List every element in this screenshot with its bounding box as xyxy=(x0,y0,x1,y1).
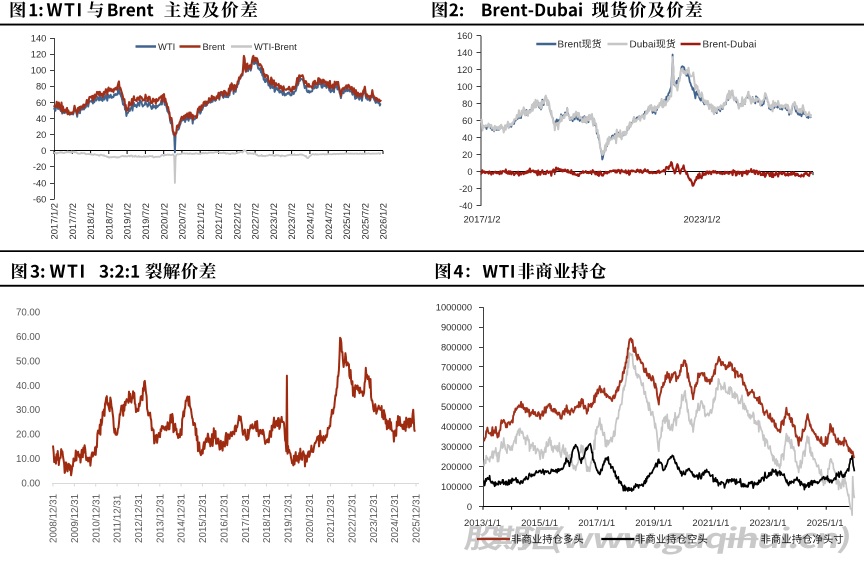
svg-text:50.00: 50.00 xyxy=(16,356,41,367)
svg-text:2008/12/31: 2008/12/31 xyxy=(49,494,60,543)
svg-text:100: 100 xyxy=(31,66,47,76)
svg-text:10.00: 10.00 xyxy=(16,454,41,465)
svg-text:1000000: 1000000 xyxy=(436,303,472,313)
svg-text:2017/1/1: 2017/1/1 xyxy=(578,518,615,529)
svg-text:2019/12/31: 2019/12/31 xyxy=(284,494,295,543)
svg-text:-20: -20 xyxy=(459,184,472,194)
svg-text:2024/7/2: 2024/7/2 xyxy=(323,203,334,240)
svg-text:2017/7/2: 2017/7/2 xyxy=(67,203,78,240)
svg-text:2010/12/31: 2010/12/31 xyxy=(91,494,102,543)
svg-text:900000: 900000 xyxy=(441,322,472,332)
svg-text:2023/12/31: 2023/12/31 xyxy=(369,494,380,543)
svg-text:2011/12/31: 2011/12/31 xyxy=(113,495,124,543)
svg-text:2022/12/31: 2022/12/31 xyxy=(348,494,359,543)
svg-text:2017/12/31: 2017/12/31 xyxy=(241,494,252,543)
svg-text:WTI-Brent: WTI-Brent xyxy=(254,41,297,52)
svg-text:2017/1/2: 2017/1/2 xyxy=(49,203,60,240)
svg-text:0.00: 0.00 xyxy=(21,478,40,489)
svg-text:2023/7/2: 2023/7/2 xyxy=(286,203,297,240)
svg-text:2020/1/2: 2020/1/2 xyxy=(158,203,169,240)
svg-text:-40: -40 xyxy=(33,178,46,188)
svg-text:2024/12/31: 2024/12/31 xyxy=(390,494,401,543)
svg-text:2019/1/2: 2019/1/2 xyxy=(122,203,133,240)
svg-text:140: 140 xyxy=(457,48,473,58)
svg-text:140: 140 xyxy=(31,33,47,43)
svg-text:600000: 600000 xyxy=(441,382,472,392)
svg-text:120: 120 xyxy=(457,65,473,75)
svg-text:2012/12/31: 2012/12/31 xyxy=(134,494,145,543)
svg-text:80: 80 xyxy=(36,82,46,92)
svg-text:20: 20 xyxy=(462,150,472,160)
svg-text:80: 80 xyxy=(462,99,472,109)
svg-text:700000: 700000 xyxy=(441,362,472,372)
svg-text:2015/12/31: 2015/12/31 xyxy=(198,494,209,543)
svg-text:2013/12/31: 2013/12/31 xyxy=(155,494,166,543)
svg-text:0: 0 xyxy=(467,167,472,177)
svg-text:-40: -40 xyxy=(459,201,472,211)
svg-text:20.00: 20.00 xyxy=(16,430,41,441)
svg-text:60.00: 60.00 xyxy=(16,332,41,343)
svg-text:40.00: 40.00 xyxy=(16,381,41,392)
svg-text:300000: 300000 xyxy=(441,442,472,452)
svg-text:2023/1/2: 2023/1/2 xyxy=(684,215,721,226)
svg-text:WTI: WTI xyxy=(158,41,175,52)
svg-text:2021/12/31: 2021/12/31 xyxy=(326,494,337,543)
svg-text:2025/1/1: 2025/1/1 xyxy=(807,518,844,529)
svg-text:70.00: 70.00 xyxy=(16,308,41,319)
svg-text:2022/7/2: 2022/7/2 xyxy=(250,203,261,240)
svg-text:60: 60 xyxy=(462,116,472,126)
svg-text:2019/7/2: 2019/7/2 xyxy=(140,203,151,240)
svg-text:120: 120 xyxy=(31,49,47,59)
svg-text:Brent: Brent xyxy=(203,41,226,52)
svg-text:2025/12/31: 2025/12/31 xyxy=(412,494,423,543)
svg-text:2018/1/2: 2018/1/2 xyxy=(85,203,96,240)
svg-text:400000: 400000 xyxy=(441,422,472,432)
svg-text:2021/7/2: 2021/7/2 xyxy=(213,203,224,240)
svg-text:100000: 100000 xyxy=(441,482,472,492)
svg-text:2016/12/31: 2016/12/31 xyxy=(219,494,230,543)
svg-text:2022/1/2: 2022/1/2 xyxy=(231,203,242,240)
svg-text:100: 100 xyxy=(457,82,473,92)
svg-text:0: 0 xyxy=(467,502,472,512)
svg-text:2020/12/31: 2020/12/31 xyxy=(305,494,316,543)
svg-text:2026/1/2: 2026/1/2 xyxy=(378,203,389,240)
svg-text:2014/12/31: 2014/12/31 xyxy=(177,494,188,543)
svg-text:2009/12/31: 2009/12/31 xyxy=(70,494,81,543)
svg-text:-60: -60 xyxy=(33,194,46,204)
svg-text:2015/1/1: 2015/1/1 xyxy=(521,518,558,529)
svg-text:-20: -20 xyxy=(33,162,46,172)
svg-text:20: 20 xyxy=(36,130,46,140)
svg-text:200000: 200000 xyxy=(441,462,472,472)
svg-text:0: 0 xyxy=(41,146,46,156)
svg-text:30.00: 30.00 xyxy=(16,405,41,416)
svg-text:2023/1/2: 2023/1/2 xyxy=(268,203,279,240)
svg-text:2025/1/2: 2025/1/2 xyxy=(341,203,352,240)
svg-text:2018/7/2: 2018/7/2 xyxy=(103,203,114,240)
svg-text:2013/1/1: 2013/1/1 xyxy=(464,518,501,529)
svg-text:60: 60 xyxy=(36,98,46,108)
svg-text:160: 160 xyxy=(457,31,473,41)
svg-text:2021/1/1: 2021/1/1 xyxy=(692,518,729,529)
svg-text:2017/1/2: 2017/1/2 xyxy=(464,215,501,226)
svg-text:2025/7/2: 2025/7/2 xyxy=(359,203,370,240)
svg-text:2019/1/1: 2019/1/1 xyxy=(635,518,672,529)
svg-text:2018/12/31: 2018/12/31 xyxy=(262,494,273,543)
svg-text:2024/1/2: 2024/1/2 xyxy=(305,203,316,240)
svg-text:40: 40 xyxy=(462,133,472,143)
svg-text:500000: 500000 xyxy=(441,402,472,412)
svg-text:2023/1/1: 2023/1/1 xyxy=(750,518,787,529)
svg-text:2020/7/2: 2020/7/2 xyxy=(177,203,188,240)
svg-text:800000: 800000 xyxy=(441,342,472,352)
svg-text:40: 40 xyxy=(36,114,46,124)
svg-text:2021/1/2: 2021/1/2 xyxy=(195,203,206,240)
